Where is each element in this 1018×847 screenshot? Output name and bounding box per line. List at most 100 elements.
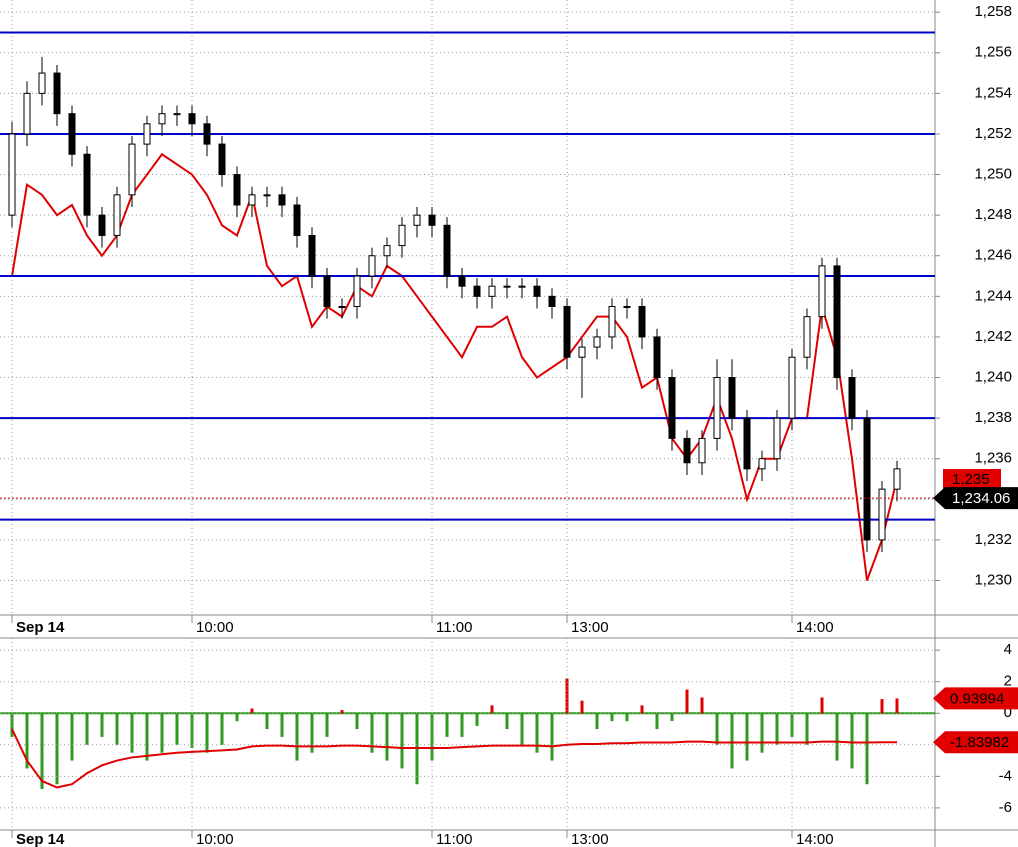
candle-body — [788, 356, 796, 419]
bar — [250, 708, 254, 714]
price-marker — [943, 469, 1001, 490]
candle-body — [728, 377, 736, 419]
y-tick-label: 1,246 — [974, 247, 1012, 264]
candle-body — [503, 285, 511, 288]
candle-body — [443, 224, 451, 277]
bar — [400, 713, 404, 769]
candle-body — [68, 113, 76, 155]
bar — [40, 713, 44, 789]
candle-body — [533, 285, 541, 297]
candle-body — [308, 234, 316, 277]
candle-body — [698, 437, 706, 464]
bar — [715, 713, 719, 745]
y-tick-label: -6 — [999, 799, 1012, 816]
candle-body — [368, 255, 376, 277]
candle-body — [53, 72, 61, 115]
x-tick-label: 13:00 — [571, 831, 609, 847]
bar — [175, 713, 179, 745]
bar — [460, 713, 464, 737]
x-tick-label: 13:00 — [571, 619, 609, 636]
candle-body — [878, 488, 886, 541]
y-tick-label: 1,250 — [974, 166, 1012, 183]
candle-body — [233, 174, 241, 206]
bar — [10, 713, 14, 737]
line-series — [11, 728, 898, 789]
bar — [850, 713, 854, 769]
y-tick-label: 1,238 — [974, 409, 1012, 426]
bar — [70, 713, 74, 761]
y-tick-label: 2 — [1004, 673, 1012, 690]
candle-body — [338, 305, 346, 308]
y-tick-label: 1,230 — [974, 571, 1012, 588]
y-tick-label: 1,254 — [974, 84, 1012, 101]
candle-body — [863, 417, 871, 541]
bar — [580, 700, 584, 714]
bar — [535, 713, 539, 753]
bar — [595, 713, 599, 730]
candle-body — [23, 92, 31, 135]
bar — [325, 713, 329, 737]
candle-body — [323, 275, 331, 307]
bar — [610, 713, 614, 722]
candle-body — [833, 265, 841, 379]
bar — [205, 713, 209, 753]
bar — [670, 713, 674, 722]
candle-body — [713, 377, 721, 439]
candle-body — [458, 275, 466, 287]
candle-body — [668, 377, 676, 439]
candle-body — [593, 336, 601, 348]
candle-body — [38, 72, 46, 94]
bar — [505, 713, 509, 730]
x-tick-label: 14:00 — [796, 619, 834, 636]
bar — [160, 713, 164, 753]
candle-body — [143, 123, 151, 145]
price-marker-label: 1,234.06 — [952, 490, 1010, 507]
bar — [550, 713, 554, 761]
y-tick-label: 1,252 — [974, 125, 1012, 142]
candle-body — [638, 305, 646, 338]
y-tick-label: 0 — [1004, 704, 1012, 721]
bar — [445, 713, 449, 737]
bar — [520, 713, 524, 745]
bar — [85, 713, 89, 745]
bar — [130, 713, 134, 753]
candle-body — [518, 285, 526, 288]
bar — [565, 678, 569, 714]
bar — [370, 713, 374, 753]
y-tick-label: 1,240 — [974, 368, 1012, 385]
y-tick-label: 1,236 — [974, 450, 1012, 467]
candle-body — [188, 113, 196, 125]
candle-body — [263, 194, 271, 197]
bar — [835, 713, 839, 761]
y-tick-label: -4 — [999, 767, 1012, 784]
value-marker — [933, 687, 1018, 710]
y-tick-label: 1,244 — [974, 287, 1012, 304]
candle-body — [848, 377, 856, 419]
price-marker — [933, 487, 1018, 510]
candle-body — [173, 113, 181, 116]
candle-body — [653, 336, 661, 379]
bar — [685, 689, 689, 714]
candle-body — [218, 143, 226, 176]
candle-body — [773, 417, 781, 460]
candle-body — [893, 468, 901, 490]
bar — [295, 713, 299, 761]
value-marker-label: 0.93994 — [950, 690, 1004, 707]
candle-body — [158, 113, 166, 125]
bar — [340, 710, 344, 714]
candle-body — [563, 305, 571, 358]
bar — [490, 705, 494, 714]
candle-body — [548, 295, 556, 307]
bar — [805, 713, 809, 745]
x-tick-label: Sep 14 — [16, 619, 65, 636]
candle-body — [128, 143, 136, 196]
bar — [640, 705, 644, 714]
bar — [655, 713, 659, 730]
x-tick-label: 14:00 — [796, 831, 834, 847]
candle-body — [818, 265, 826, 318]
bar — [385, 713, 389, 761]
y-tick-label: 1,242 — [974, 328, 1012, 345]
